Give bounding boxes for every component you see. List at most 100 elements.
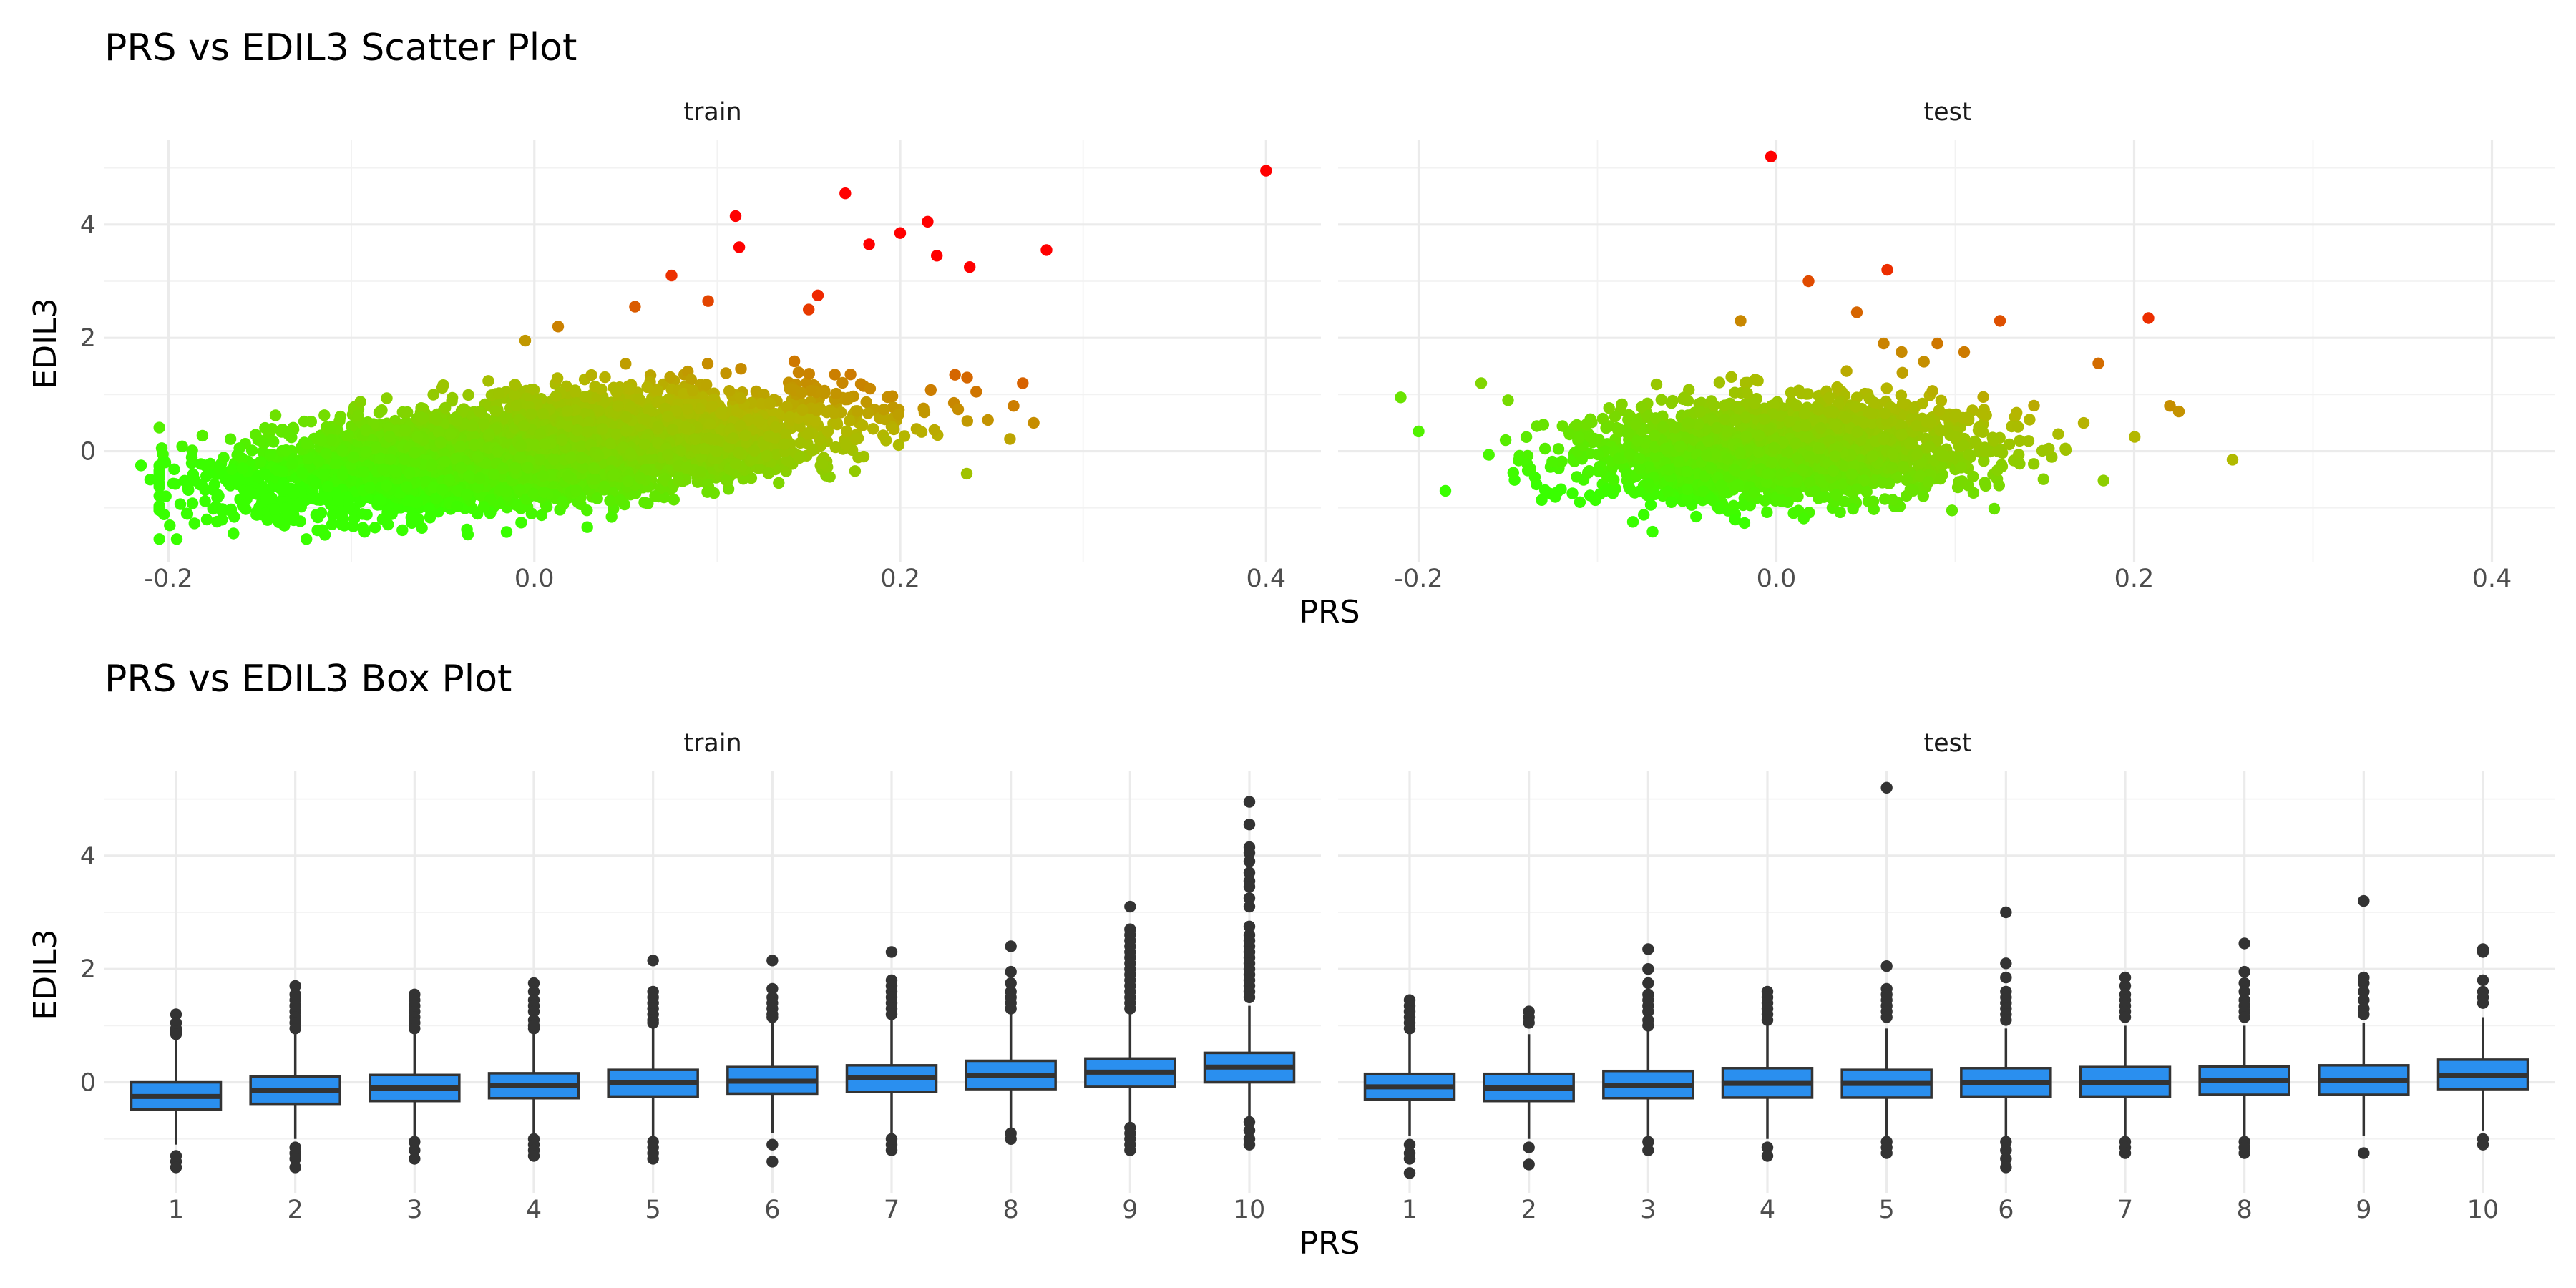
scatter-point	[269, 409, 282, 421]
scatter-point	[427, 389, 439, 401]
scatter-point	[268, 436, 280, 448]
scatter-point	[888, 423, 900, 436]
scatter-point	[333, 414, 346, 427]
scatter-point	[878, 404, 890, 416]
scatter-point	[781, 401, 793, 413]
scatter-point	[755, 397, 768, 410]
scatter-point	[401, 406, 414, 419]
scatter-point	[620, 358, 632, 370]
scatter-point	[829, 369, 841, 381]
scatter-point	[836, 376, 849, 389]
scatter-point	[830, 387, 842, 400]
scatter-point	[547, 453, 560, 466]
scatter-point	[854, 378, 867, 390]
scatter-point	[761, 449, 773, 462]
scatter-point	[638, 497, 650, 509]
scatter-point	[153, 421, 165, 434]
scatter-point	[153, 499, 165, 512]
scatter-point	[373, 493, 385, 506]
scatter-point	[457, 406, 469, 419]
scatter-point	[540, 501, 553, 513]
scatter-point	[231, 449, 243, 461]
scatter-point	[867, 423, 879, 435]
scatter-point	[415, 402, 427, 414]
scatter-point	[581, 521, 593, 533]
scatter-point	[512, 499, 525, 511]
scatter-point	[758, 389, 770, 401]
scatter-point	[225, 503, 238, 516]
scatter-point	[585, 369, 597, 381]
scatter-point	[674, 445, 686, 457]
scatter-point	[280, 444, 292, 457]
scatter-point	[489, 405, 502, 417]
scatter-point	[857, 450, 870, 463]
scatter-point	[570, 386, 582, 399]
scatter-point	[635, 472, 647, 484]
scatter-point	[462, 389, 474, 401]
scatter-point	[928, 424, 941, 436]
scatter-point	[892, 409, 904, 421]
scatter-point	[623, 383, 636, 396]
scatter-point	[376, 513, 389, 525]
scatter-chart: PRS vs EDIL3 Scatter Plot train test -0.…	[27, 26, 2555, 630]
scatter-point	[831, 418, 844, 431]
scatter-point	[250, 509, 263, 521]
scatter-point	[604, 494, 616, 507]
scatter-point	[596, 423, 608, 435]
scatter-point	[614, 494, 627, 507]
scatter-point	[803, 368, 816, 380]
scatter-point	[369, 522, 381, 534]
scatter-point	[186, 497, 199, 509]
scatter-point	[207, 502, 219, 515]
scatter-strip-test: test	[1923, 98, 1971, 127]
scatter-point	[279, 502, 291, 514]
scatter-point	[599, 371, 611, 384]
scatter-title: PRS vs EDIL3 Scatter Plot	[104, 26, 577, 69]
scatter-point	[493, 387, 505, 399]
scatter-point	[462, 528, 474, 541]
scatter-point	[288, 509, 300, 521]
scatter-point	[218, 452, 230, 464]
scatter-point	[727, 432, 739, 444]
scatter-point	[386, 508, 398, 520]
scatter-point	[430, 492, 442, 504]
scatter-point	[809, 414, 821, 427]
scatter-point	[228, 527, 240, 540]
scatter-point	[276, 465, 288, 478]
scatter-point	[310, 509, 322, 521]
scatter-point	[196, 429, 209, 442]
scatter-point	[211, 515, 223, 528]
scatter-point	[551, 372, 564, 384]
scatter-point	[844, 369, 857, 381]
scatter-point	[405, 512, 417, 524]
scatter-point	[301, 533, 313, 545]
scatter-point	[720, 367, 732, 379]
scatter-point	[261, 514, 274, 526]
scatter-point	[370, 441, 383, 454]
scatter-point	[715, 406, 727, 419]
scatter-point	[200, 470, 213, 482]
scatter-point	[482, 375, 494, 387]
scatter-point	[439, 401, 452, 414]
scatter-point	[461, 489, 473, 501]
scatter-point	[701, 486, 713, 498]
scatter-point	[1004, 433, 1016, 445]
scatter-point	[880, 434, 892, 447]
scatter-point	[509, 379, 521, 391]
scatter-point	[685, 374, 697, 386]
scatter-point	[318, 409, 331, 421]
scatter-point	[185, 451, 198, 464]
scatter-point	[598, 480, 610, 493]
scatter-point	[821, 425, 834, 437]
scatter-point	[236, 499, 249, 512]
scatter-point	[849, 434, 862, 446]
scatter-point	[474, 405, 486, 418]
scatter-point	[794, 436, 806, 449]
scatter-point	[646, 452, 658, 464]
scatter-point	[360, 446, 372, 458]
scatter-point	[170, 533, 183, 545]
scatter-point	[844, 414, 856, 427]
scatter-point	[358, 466, 370, 478]
scatter-point	[694, 466, 707, 478]
